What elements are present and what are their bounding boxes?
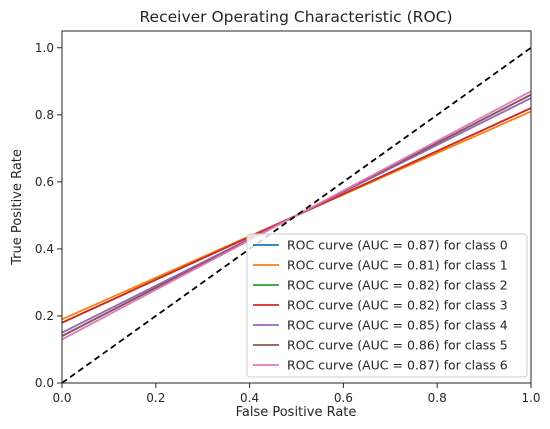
y-tick-label: 0.2: [35, 309, 54, 323]
plot-area: [61, 47, 532, 384]
y-axis: 0.0 0.2 0.4 0.6 0.8 1.0: [35, 41, 62, 390]
x-axis-label: False Positive Rate: [236, 405, 357, 420]
roc-curve-class-6: [61, 90, 532, 341]
chart-title: Receiver Operating Characteristic (ROC): [139, 8, 452, 26]
y-tick-label: 0.8: [35, 108, 54, 122]
x-tick-label: 0.0: [52, 391, 71, 405]
x-axis: 0.0 0.2 0.4 0.6 0.8 1.0: [52, 383, 541, 405]
legend-label-class-6: ROC curve (AUC = 0.87) for class 6: [287, 358, 508, 373]
legend-label-class-2: ROC curve (AUC = 0.82) for class 2: [287, 278, 508, 293]
x-tick-label: 0.4: [240, 391, 259, 405]
legend-label-class-4: ROC curve (AUC = 0.85) for class 4: [287, 318, 508, 333]
y-axis-label: True Positive Rate: [10, 149, 25, 266]
y-tick-label: 0.6: [35, 175, 54, 189]
chance-diagonal-line: [61, 47, 532, 384]
plot-frame: [61, 30, 532, 384]
legend-box: [246, 233, 528, 378]
x-tick-label: 0.8: [428, 391, 447, 405]
legend-label-class-5: ROC curve (AUC = 0.86) for class 5: [287, 338, 508, 353]
x-tick-label: 0.6: [334, 391, 353, 405]
legend: ROC curve (AUC = 0.87) for class 0 ROC cu…: [246, 233, 528, 378]
x-tick-label: 0.2: [146, 391, 165, 405]
y-tick-label: 0.4: [35, 242, 54, 256]
legend-label-class-0: ROC curve (AUC = 0.87) for class 0: [287, 238, 508, 253]
legend-label-class-3: ROC curve (AUC = 0.82) for class 3: [287, 298, 508, 313]
legend-label-class-1: ROC curve (AUC = 0.81) for class 1: [287, 258, 508, 273]
x-tick-label: 1.0: [521, 391, 540, 405]
y-tick-label: 1.0: [35, 41, 54, 55]
y-tick-label: 0.0: [35, 376, 54, 390]
